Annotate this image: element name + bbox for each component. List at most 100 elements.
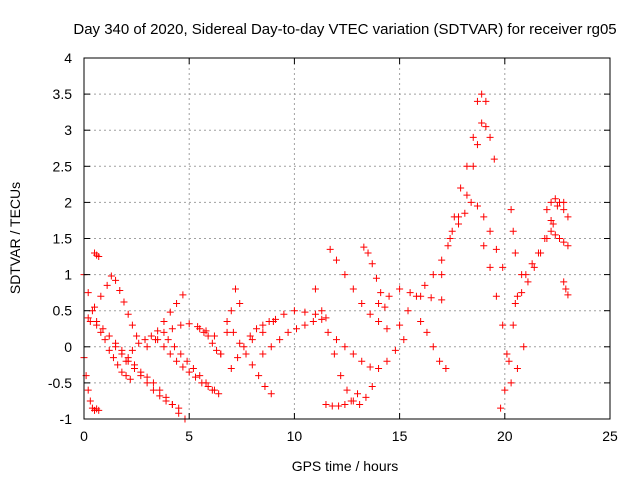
data-series-arc-t bbox=[332, 336, 408, 372]
data-point bbox=[143, 343, 151, 351]
data-point bbox=[301, 308, 309, 316]
data-point bbox=[122, 357, 130, 365]
data-point bbox=[492, 292, 500, 300]
data-point bbox=[196, 325, 204, 333]
data-point bbox=[236, 299, 244, 307]
data-point bbox=[551, 195, 559, 203]
data-series-arc-g bbox=[122, 291, 187, 365]
data-point bbox=[358, 299, 366, 307]
data-point bbox=[124, 310, 132, 318]
data-point bbox=[473, 202, 481, 210]
data-point bbox=[478, 90, 486, 98]
data-point bbox=[301, 321, 309, 329]
data-point bbox=[486, 133, 494, 141]
data-point bbox=[337, 372, 345, 380]
y-axis-label: SDTVAR / TECUs bbox=[7, 182, 23, 294]
data-series-arc-p bbox=[259, 315, 326, 358]
data-series-arc-o bbox=[248, 307, 330, 344]
data-point bbox=[562, 285, 570, 293]
data-point bbox=[368, 383, 376, 391]
x-tick-label: 20 bbox=[497, 428, 513, 444]
data-point bbox=[128, 346, 136, 354]
data-series-arc-l bbox=[217, 285, 244, 358]
data-point bbox=[255, 372, 263, 380]
data-point bbox=[438, 296, 446, 304]
data-point bbox=[118, 350, 126, 358]
data-point bbox=[385, 292, 393, 300]
data-point bbox=[564, 213, 572, 221]
data-point bbox=[130, 364, 138, 372]
data-point bbox=[318, 307, 326, 315]
data-point bbox=[396, 285, 404, 293]
data-point bbox=[318, 315, 326, 323]
data-point bbox=[213, 346, 221, 354]
data-point bbox=[293, 325, 301, 333]
data-point bbox=[267, 343, 275, 351]
data-point bbox=[200, 328, 208, 336]
data-point bbox=[248, 336, 256, 344]
chart-title: Day 340 of 2020, Sidereal Day-to-day VTE… bbox=[73, 21, 616, 38]
data-point bbox=[553, 202, 561, 210]
data-point bbox=[196, 372, 204, 380]
data-point bbox=[429, 271, 437, 279]
x-tick-label: 25 bbox=[602, 428, 618, 444]
data-point bbox=[442, 364, 450, 372]
data-point bbox=[95, 406, 103, 414]
data-point bbox=[381, 303, 389, 311]
data-point bbox=[149, 379, 157, 387]
data-point bbox=[547, 227, 555, 235]
data-point bbox=[185, 368, 193, 376]
data-point bbox=[97, 328, 105, 336]
data-point bbox=[446, 235, 454, 242]
data-series-arc-ai bbox=[560, 278, 572, 299]
data-point bbox=[284, 328, 292, 336]
data-point bbox=[229, 328, 237, 336]
data-point bbox=[120, 298, 128, 306]
data-point bbox=[450, 213, 458, 221]
data-point bbox=[86, 318, 94, 326]
data-point bbox=[406, 289, 414, 297]
data-point bbox=[164, 336, 172, 344]
y-tick-label: 0 bbox=[64, 339, 72, 355]
data-point bbox=[360, 243, 368, 251]
data-series-arc-s bbox=[326, 245, 391, 333]
axis-ticks: 0 5 10 15 20 25 -1 -0.5 0 0.5 1 1.5 2 2.5 3 3.5 4 bbox=[48, 50, 618, 444]
grid bbox=[84, 58, 610, 419]
data-point bbox=[341, 343, 349, 351]
data-point bbox=[223, 318, 231, 326]
data-point bbox=[179, 291, 187, 299]
data-point bbox=[486, 227, 494, 235]
data-point bbox=[375, 318, 383, 326]
data-point bbox=[311, 310, 319, 318]
data-point bbox=[175, 404, 183, 412]
data-point bbox=[259, 321, 267, 329]
data-point bbox=[530, 263, 538, 271]
data-point bbox=[375, 364, 383, 372]
data-point bbox=[364, 249, 372, 257]
data-point bbox=[457, 184, 465, 192]
data-point bbox=[469, 133, 477, 141]
data-point bbox=[492, 245, 500, 253]
data-points bbox=[80, 90, 572, 423]
data-point bbox=[427, 294, 435, 302]
data-point bbox=[166, 350, 174, 358]
y-tick-label: 0.5 bbox=[53, 303, 73, 319]
data-point bbox=[99, 325, 107, 333]
data-point bbox=[564, 242, 572, 250]
data-point bbox=[208, 339, 216, 347]
x-tick-label: 15 bbox=[392, 428, 408, 444]
data-point bbox=[217, 350, 225, 358]
data-point bbox=[543, 206, 551, 214]
data-point bbox=[513, 364, 521, 372]
data-point bbox=[356, 401, 364, 409]
data-point bbox=[330, 350, 338, 358]
data-point bbox=[396, 321, 404, 329]
data-point bbox=[341, 401, 349, 409]
data-point bbox=[438, 256, 446, 264]
data-point bbox=[290, 307, 298, 315]
data-point bbox=[501, 386, 509, 394]
data-point bbox=[240, 343, 248, 351]
data-point bbox=[507, 379, 515, 387]
data-point bbox=[160, 318, 168, 326]
data-point bbox=[231, 285, 239, 293]
